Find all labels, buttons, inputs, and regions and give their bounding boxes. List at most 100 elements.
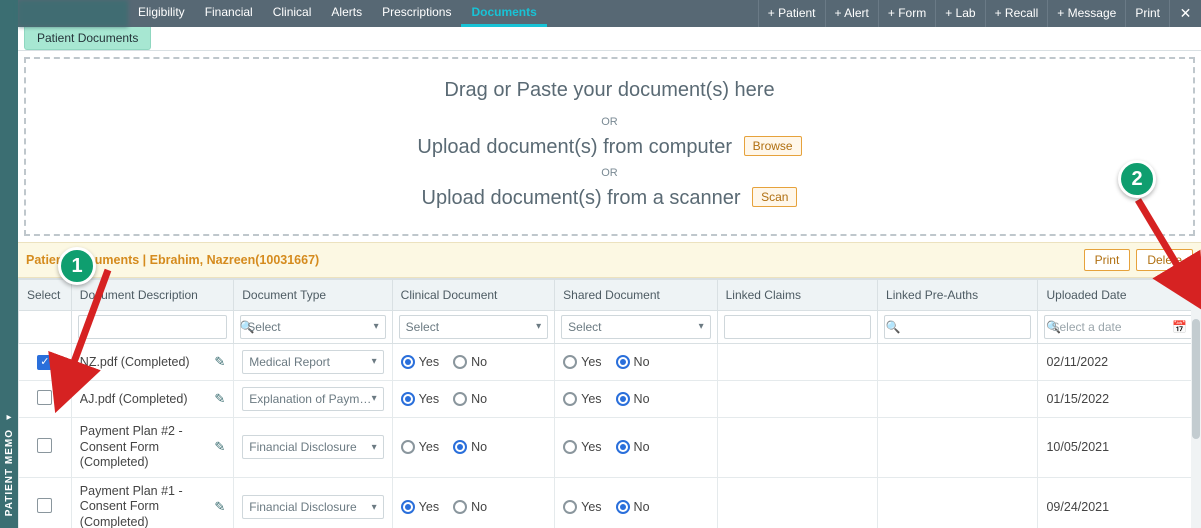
row-select-checkbox[interactable]: [37, 355, 52, 370]
radio-dot: [401, 440, 415, 454]
dropzone-or-2: OR: [26, 167, 1193, 179]
filter-linked-preauths-input[interactable]: [891, 320, 1046, 334]
table-row: Payment Plan #1 - Consent Form (Complete…: [19, 477, 1201, 528]
browse-button[interactable]: Browse: [744, 136, 802, 156]
clinical-radio-yes[interactable]: Yes: [401, 355, 439, 369]
clinical-radio-yes[interactable]: Yes: [401, 440, 439, 454]
col-select: Select: [19, 279, 72, 310]
document-dropzone[interactable]: Drag or Paste your document(s) here OR U…: [24, 57, 1195, 236]
shared-radio-yes[interactable]: Yes: [563, 500, 601, 514]
nav-action--form[interactable]: + Form: [878, 0, 935, 27]
col-shared: Shared Document: [555, 279, 717, 310]
print-button[interactable]: Print: [1084, 249, 1131, 271]
nav-tab-alerts[interactable]: Alerts: [321, 0, 372, 27]
nav-action--lab[interactable]: + Lab: [935, 0, 984, 27]
filter-clinical[interactable]: Select ▾: [399, 315, 548, 339]
patient-memo-rail[interactable]: ▸ PATIENT MEMO: [0, 0, 18, 528]
filter-description[interactable]: 🔍: [78, 315, 227, 339]
chevron-down-icon: ▾: [699, 321, 704, 332]
filter-linked-claims[interactable]: 🔍: [724, 315, 871, 339]
radio-dot: [616, 392, 630, 406]
row-select-checkbox[interactable]: [37, 498, 52, 513]
radio-dot: [453, 440, 467, 454]
subtab-patient-documents[interactable]: Patient Documents: [24, 27, 151, 50]
close-icon: ✕: [1180, 5, 1192, 22]
clinical-radio-no[interactable]: No: [453, 440, 487, 454]
clinical-radio-no[interactable]: No: [453, 500, 487, 514]
row-linked-preauths: [878, 343, 1038, 380]
row-select-checkbox[interactable]: [37, 390, 52, 405]
filter-date-placeholder: Select a date: [1051, 320, 1172, 334]
filter-linked-claims-input[interactable]: [731, 320, 886, 334]
edit-icon[interactable]: ✎: [214, 439, 225, 455]
clinical-radio-yes[interactable]: Yes: [401, 500, 439, 514]
clinical-radio-yes[interactable]: Yes: [401, 392, 439, 406]
nav-action--message[interactable]: + Message: [1047, 0, 1125, 27]
table-row: AJ.pdf (Completed)✎Explanation of Paymen…: [19, 380, 1201, 417]
radio-dot: [453, 500, 467, 514]
delete-button[interactable]: Delete: [1136, 249, 1193, 271]
shared-radio-yes[interactable]: Yes: [563, 440, 601, 454]
shared-radio-no[interactable]: No: [616, 392, 650, 406]
nav-actions: + Patient+ Alert+ Form+ Lab+ Recall+ Mes…: [758, 0, 1169, 27]
radio-dot: [563, 355, 577, 369]
row-type-select[interactable]: Financial Disclosure▾: [242, 435, 383, 459]
shared-radio-no[interactable]: No: [616, 500, 650, 514]
documents-table-wrapper: Select Document Description Document Typ…: [18, 278, 1201, 528]
shared-radio-no[interactable]: No: [616, 440, 650, 454]
radio-dot: [401, 355, 415, 369]
annotation-badge-1: 1: [58, 247, 96, 285]
shared-radio-no[interactable]: No: [616, 355, 650, 369]
nav-action--patient[interactable]: + Patient: [758, 0, 825, 27]
chevron-right-icon: ▸: [6, 412, 11, 423]
shared-radio-yes[interactable]: Yes: [563, 392, 601, 406]
annotation-badge-2: 2: [1118, 160, 1156, 198]
upload-computer-label: Upload document(s) from computer: [417, 136, 732, 158]
top-nav: EligibilityFinancialClinicalAlertsPrescr…: [18, 0, 1201, 27]
filter-type[interactable]: Select ▾: [240, 315, 385, 339]
row-description: Payment Plan #1 - Consent Form (Complete…: [80, 484, 209, 528]
row-type-select[interactable]: Financial Disclosure▾: [242, 495, 383, 519]
nav-action-print[interactable]: Print: [1125, 0, 1169, 27]
row-uploaded-date: 09/24/2021: [1038, 477, 1201, 528]
upload-scanner-label: Upload document(s) from a scanner: [422, 187, 741, 209]
filter-description-input[interactable]: [85, 320, 240, 334]
clinical-radio-no[interactable]: No: [453, 355, 487, 369]
filter-linked-preauths[interactable]: 🔍: [884, 315, 1031, 339]
radio-dot: [616, 355, 630, 369]
nav-action--recall[interactable]: + Recall: [985, 0, 1048, 27]
row-uploaded-date: 10/05/2021: [1038, 417, 1201, 477]
scrollbar-thumb[interactable]: [1192, 319, 1200, 439]
edit-icon[interactable]: ✎: [214, 499, 225, 515]
nav-tab-clinical[interactable]: Clinical: [263, 0, 322, 27]
nav-tab-eligibility[interactable]: Eligibility: [128, 0, 195, 27]
row-description: NZ.pdf (Completed): [80, 355, 209, 369]
scan-button[interactable]: Scan: [752, 187, 797, 207]
row-linked-claims: [717, 380, 877, 417]
row-type-select[interactable]: Explanation of Payments(E▾: [242, 387, 383, 411]
filter-shared[interactable]: Select ▾: [561, 315, 710, 339]
dropzone-heading: Drag or Paste your document(s) here: [26, 79, 1193, 102]
filter-date[interactable]: Select a date 📅: [1044, 315, 1194, 339]
row-select-checkbox[interactable]: [37, 438, 52, 453]
subtab-bar: Patient Documents: [18, 27, 1201, 51]
nav-tabs: EligibilityFinancialClinicalAlertsPrescr…: [128, 0, 547, 27]
nav-action--alert[interactable]: + Alert: [825, 0, 878, 27]
patient-memo-label: PATIENT MEMO: [4, 429, 15, 516]
close-button[interactable]: ✕: [1169, 0, 1201, 27]
nav-tab-financial[interactable]: Financial: [195, 0, 263, 27]
row-linked-preauths: [878, 380, 1038, 417]
nav-tab-prescriptions[interactable]: Prescriptions: [372, 0, 461, 27]
shared-radio-yes[interactable]: Yes: [563, 355, 601, 369]
edit-icon[interactable]: ✎: [214, 391, 225, 407]
nav-tab-documents[interactable]: Documents: [461, 0, 546, 27]
calendar-icon: 📅: [1172, 320, 1187, 334]
row-type-select[interactable]: Medical Report▾: [242, 350, 383, 374]
documents-table: Select Document Description Document Typ…: [18, 279, 1201, 528]
vertical-scrollbar[interactable]: [1191, 279, 1201, 528]
col-linked-preauths: Linked Pre-Auths: [878, 279, 1038, 310]
clinical-radio-no[interactable]: No: [453, 392, 487, 406]
edit-icon[interactable]: ✎: [214, 354, 225, 370]
row-linked-preauths: [878, 477, 1038, 528]
radio-dot: [563, 440, 577, 454]
